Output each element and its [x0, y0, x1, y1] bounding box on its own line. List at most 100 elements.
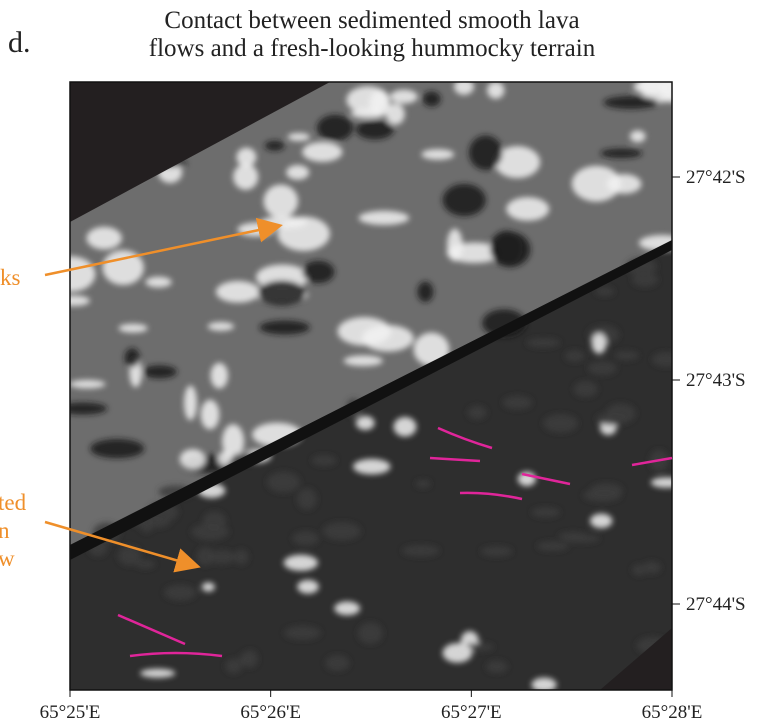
texture — [58, 403, 107, 415]
texture — [607, 174, 641, 194]
x-tick-label: 65°25'E — [40, 702, 101, 723]
texture — [59, 295, 90, 306]
texture — [600, 148, 642, 158]
texture — [119, 324, 148, 333]
texture — [344, 355, 383, 366]
annotation: ted — [0, 490, 27, 515]
y-tick-label: 27°43'S — [686, 370, 746, 391]
texture — [236, 148, 256, 167]
texture — [180, 449, 206, 469]
texture — [531, 507, 559, 517]
texture — [503, 396, 532, 409]
x-tick-label: 65°27'E — [441, 702, 502, 723]
texture — [346, 86, 389, 113]
x-tick-label: 65°26'E — [240, 702, 301, 723]
annotation: n — [0, 518, 10, 543]
texture — [86, 227, 121, 250]
texture — [312, 455, 336, 465]
texture — [358, 622, 383, 644]
texture — [90, 439, 144, 458]
texture — [197, 547, 215, 565]
texture — [592, 333, 607, 354]
texture — [443, 184, 486, 216]
texture — [537, 541, 568, 550]
texture — [259, 320, 309, 334]
texture — [356, 416, 375, 430]
texture — [386, 103, 405, 125]
texture — [596, 412, 629, 425]
texture — [421, 149, 454, 160]
texture — [284, 626, 320, 640]
texture — [69, 380, 105, 388]
texture — [302, 261, 334, 283]
texture — [125, 348, 140, 367]
figure: d. Contact between sedimented smooth lav… — [0, 0, 760, 726]
texture — [651, 477, 682, 487]
texture — [359, 211, 409, 225]
sonar-image — [47, 67, 686, 691]
texture — [211, 363, 228, 389]
texture — [490, 231, 523, 266]
texture — [527, 338, 560, 347]
texture — [267, 472, 300, 493]
panel-label: d. — [8, 26, 31, 59]
texture — [469, 135, 503, 170]
texture — [356, 120, 394, 140]
texture — [565, 350, 584, 361]
texture — [317, 115, 353, 141]
texture — [402, 545, 439, 556]
texture — [334, 601, 360, 615]
texture — [543, 414, 578, 433]
texture — [423, 91, 441, 106]
texture — [487, 82, 504, 99]
texture — [145, 277, 171, 288]
texture — [233, 164, 258, 190]
texture — [468, 406, 487, 419]
x-tick-label: 65°28'E — [642, 702, 703, 723]
title-line: flows and a fresh-looking hummocky terra… — [149, 35, 596, 62]
texture — [286, 165, 309, 180]
texture — [225, 659, 242, 674]
texture — [338, 317, 391, 346]
texture — [140, 669, 175, 678]
texture — [302, 142, 342, 162]
texture — [574, 381, 598, 397]
texture — [353, 459, 390, 474]
texture — [603, 96, 658, 109]
texture — [481, 546, 512, 556]
texture — [293, 531, 319, 545]
annotation: ks — [0, 265, 21, 290]
texture — [614, 351, 638, 360]
texture — [326, 655, 350, 671]
texture — [486, 660, 507, 673]
texture — [297, 488, 316, 509]
texture — [265, 141, 285, 151]
texture — [164, 585, 196, 601]
texture — [202, 582, 215, 591]
texture — [642, 561, 660, 573]
annotation: w — [0, 546, 15, 571]
texture — [447, 229, 462, 262]
texture — [416, 480, 431, 488]
texture — [288, 133, 311, 141]
texture — [297, 580, 319, 594]
texture — [142, 365, 177, 378]
texture — [323, 522, 361, 540]
texture — [630, 130, 646, 142]
y-tick-label: 27°44'S — [686, 594, 746, 615]
texture — [558, 532, 587, 541]
texture — [264, 185, 299, 218]
texture — [583, 489, 621, 502]
texture — [258, 280, 306, 305]
texture — [184, 385, 197, 420]
texture — [417, 282, 433, 303]
texture — [454, 79, 474, 95]
texture — [234, 550, 248, 565]
texture — [443, 643, 473, 663]
texture — [208, 322, 235, 331]
texture — [588, 361, 617, 375]
texture — [277, 216, 330, 251]
texture — [595, 287, 614, 296]
texture — [506, 197, 549, 221]
texture — [394, 417, 417, 437]
